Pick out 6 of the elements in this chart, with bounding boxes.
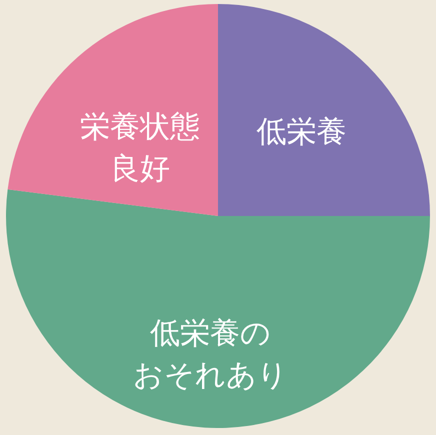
pie-slice	[218, 4, 430, 216]
pie-slice	[8, 4, 218, 216]
slice-label: 栄養状態良好	[80, 109, 200, 186]
slice-label: 低栄養のおそれあり	[133, 316, 288, 393]
slice-label: 低栄養	[256, 114, 346, 150]
pie-slice	[6, 189, 430, 428]
